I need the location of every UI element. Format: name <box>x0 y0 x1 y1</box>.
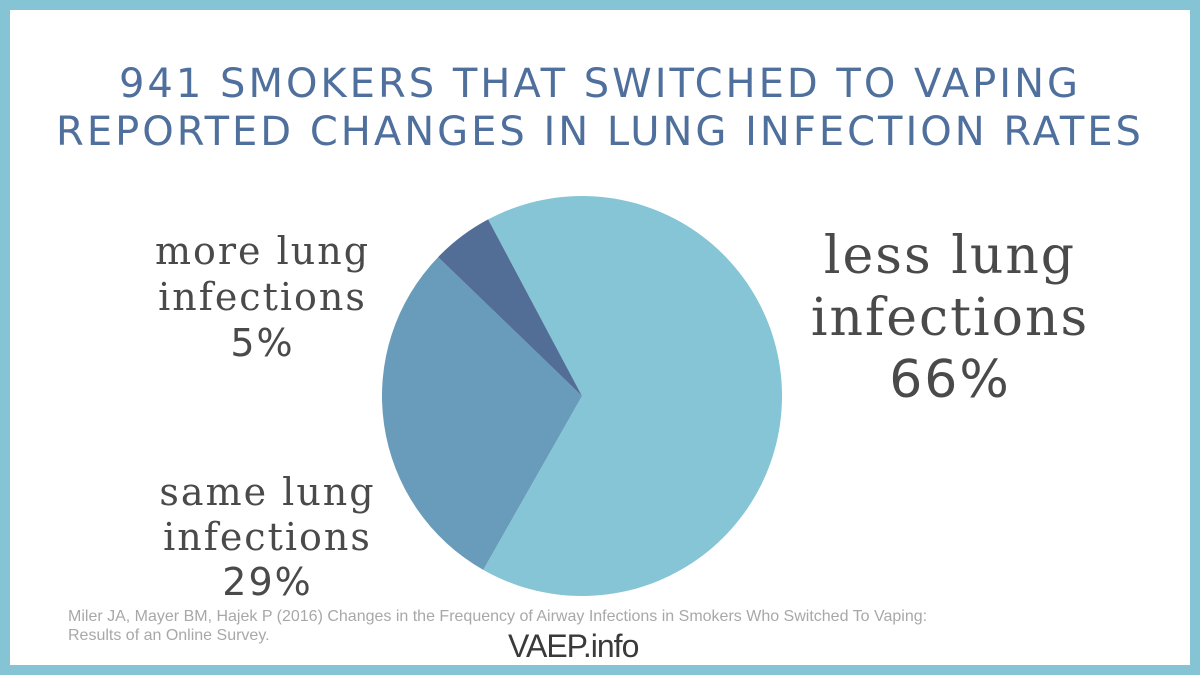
label-less-lung-infections: less lung infections 66% <box>790 225 1110 411</box>
chart-subtitle: REPORTED CHANGES IN LUNG INFECTION RATES <box>56 109 1144 155</box>
label-more-lung-infections: more lung infections 5% <box>130 228 395 366</box>
citation: Miler JA, Mayer BM, Hajek P (2016) Chang… <box>68 607 1168 645</box>
label-same-lung-infections: same lung infections 29% <box>135 470 400 605</box>
label-less-line1: less lung <box>823 226 1077 286</box>
label-same-line2: infections <box>163 515 372 559</box>
label-more-line2: infections <box>158 275 367 319</box>
pie-slice-more <box>438 219 582 396</box>
chart-title: 941 SMOKERS THAT SWITCHED TO VAPING <box>118 61 1082 107</box>
label-same-pct: 29% <box>222 560 313 604</box>
vaep-logo: VAEP.info <box>508 628 639 664</box>
pie-slice-less <box>483 196 782 596</box>
citation-line2: Results of an Online Survey. <box>68 627 270 644</box>
label-less-line2: infections <box>810 288 1090 348</box>
label-more-pct: 5% <box>230 321 295 365</box>
label-less-pct: 66% <box>889 350 1011 410</box>
pie-slice-same <box>381 257 582 570</box>
label-more-line1: more lung <box>154 229 371 273</box>
citation-line1: Miler JA, Mayer BM, Hajek P (2016) Chang… <box>68 608 928 625</box>
label-same-line1: same lung <box>159 470 376 514</box>
